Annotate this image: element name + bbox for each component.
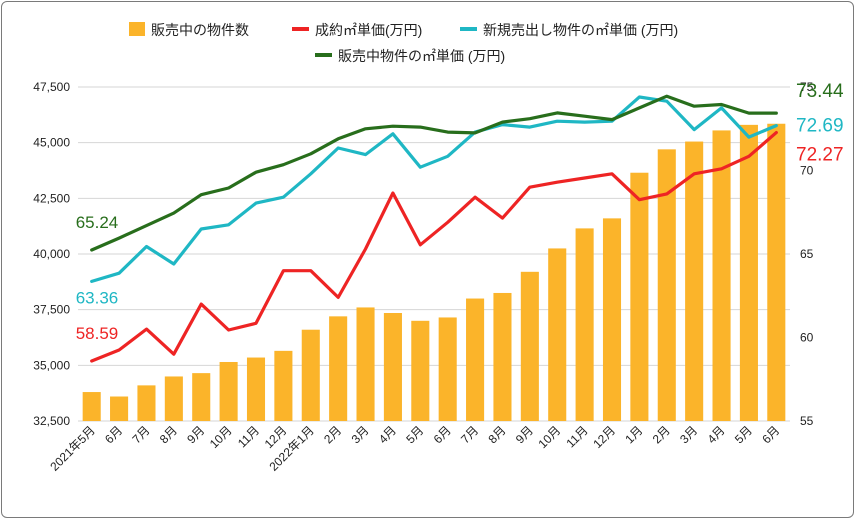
bar (548, 248, 567, 421)
x-tick-label: 6月 (759, 423, 782, 446)
bar (192, 373, 211, 421)
bar (657, 149, 676, 421)
legend-label-on-sale: 販売中物件の㎡単価 (万円) (338, 48, 505, 64)
series-line-0 (90, 131, 778, 363)
x-tick-label: 10月 (536, 423, 564, 451)
bar (466, 298, 485, 421)
x-tick-label: 12月 (590, 423, 618, 451)
right-tick-label: 75 (800, 80, 814, 94)
bar (630, 172, 649, 421)
bar-series (82, 123, 786, 422)
legend-label-new-listing: 新規売出し物件の㎡単価 (万円) (483, 22, 678, 38)
bar (219, 361, 238, 421)
data-labels: 58.59 72.27 63.36 72.69 65.24 73.44 (76, 81, 844, 343)
line-series (90, 94, 778, 363)
x-tick-label: 6月 (102, 423, 125, 446)
start-value-label: 65.24 (76, 213, 119, 232)
bar (685, 141, 704, 421)
x-tick-label: 9月 (184, 423, 207, 446)
x-tick-label: 4月 (376, 423, 399, 446)
bar (329, 316, 348, 421)
left-tick-label: 35,000 (33, 358, 70, 372)
right-tick-label: 55 (800, 414, 814, 428)
x-tick-label: 7月 (129, 423, 152, 446)
gridlines (78, 86, 790, 422)
bar (164, 376, 183, 421)
bar (739, 124, 758, 421)
series-line-1 (90, 95, 778, 283)
x-tick-label: 8月 (485, 423, 508, 446)
bar (767, 123, 786, 422)
bar (246, 357, 266, 421)
left-tick-label: 45,000 (33, 136, 70, 150)
bar (602, 218, 622, 421)
left-tick-label: 47,500 (33, 80, 70, 94)
end-value-label: 72.27 (796, 145, 844, 166)
left-tick-label: 42,500 (33, 191, 70, 205)
x-tick-label: 3月 (349, 423, 372, 446)
x-tick-label: 9月 (513, 423, 536, 446)
left-tick-label: 40,000 (33, 247, 70, 261)
start-value-label: 63.36 (76, 288, 119, 307)
bar (356, 307, 375, 421)
bar (383, 313, 402, 421)
x-tick-label: 4月 (705, 423, 728, 446)
bar (712, 130, 731, 422)
legend-swatch-bar (129, 22, 145, 36)
legend: 販売中の物件数 成約㎡単価(万円) 新規売出し物件の㎡単価 (万円) 販売中物件… (129, 22, 678, 64)
series-line-2 (90, 94, 778, 252)
bar (82, 392, 101, 421)
legend-label-contract: 成約㎡単価(万円) (315, 22, 422, 38)
x-tick-label: 11月 (235, 423, 262, 450)
bar (137, 385, 156, 421)
end-value-label: 73.44 (796, 81, 844, 102)
bar (520, 271, 539, 421)
bar (411, 320, 430, 421)
right-tick-label: 60 (800, 331, 814, 345)
right-tick-label: 70 (800, 164, 814, 178)
x-tick-label: 2月 (650, 423, 673, 446)
legend-label-listings: 販売中の物件数 (151, 22, 249, 38)
x-tick-label: 1月 (622, 423, 645, 446)
left-tick-label: 37,500 (33, 303, 70, 317)
x-tick-label: 11月 (564, 423, 591, 450)
x-tick-label: 10月 (207, 423, 235, 451)
bar (438, 317, 457, 421)
bar (301, 329, 320, 421)
x-tick-label: 7月 (458, 423, 481, 446)
bar (493, 292, 512, 421)
left-tick-label: 32,500 (33, 414, 70, 428)
x-tick-label: 3月 (677, 423, 700, 446)
x-tick-label: 5月 (732, 423, 755, 446)
end-value-label: 72.69 (796, 116, 844, 137)
x-tick-label: 2021年5月 (47, 423, 97, 473)
x-tick-label: 2月 (321, 423, 344, 446)
bar (575, 228, 594, 421)
start-value-label: 58.59 (76, 324, 119, 343)
bar (110, 396, 129, 421)
x-tick-label: 5月 (403, 423, 426, 446)
x-tick-label: 8月 (157, 423, 180, 446)
bar (274, 350, 293, 421)
right-tick-label: 65 (800, 247, 814, 261)
x-tick-label: 6月 (431, 423, 454, 446)
